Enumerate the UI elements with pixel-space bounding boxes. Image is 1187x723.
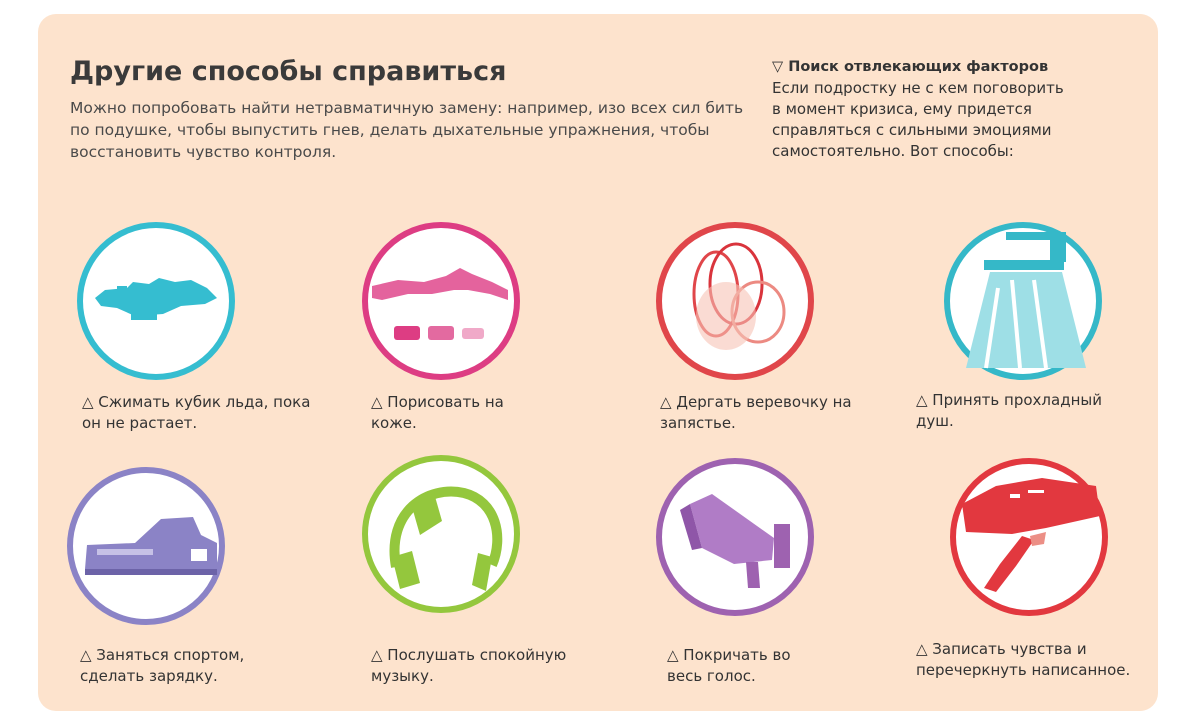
intro-text: Можно попробовать найти нетравматичную з… — [70, 99, 744, 161]
wrist-string-icon — [692, 242, 786, 350]
caption-megaphone: △ Покричать во весь голос. — [667, 646, 791, 685]
caption-headphones: △ Послушать спокойную музыку. — [371, 646, 567, 685]
caption-ice-cube: △ Сжимать кубик льда, пока он не растает… — [82, 393, 311, 432]
crossed-out-writing-icon — [962, 478, 1100, 592]
string-circle — [656, 222, 814, 380]
sidebar-note: ▽ Поиск отвлекающих факторов Если подрос… — [772, 57, 1092, 162]
sidebar-heading: ▽ Поиск отвлекающих факторов — [772, 59, 1049, 75]
ice-cube-icon — [95, 278, 217, 320]
caption-drawing: △ Порисовать на коже. — [371, 393, 504, 432]
drawing-on-skin-icon — [372, 268, 508, 340]
ice-cube-circle — [77, 222, 235, 380]
crossout-circle — [950, 458, 1108, 616]
caption-crossout: △ Записать чувства и перечеркнуть написа… — [916, 640, 1131, 679]
caption-sneaker: △ Заняться спортом, сделать зарядку. — [80, 646, 245, 685]
shower-icon — [966, 232, 1086, 369]
caption-shower: △ Принять прохладный душ. — [916, 391, 1102, 430]
caption-string: △ Дергать веревочку на запястье. — [660, 393, 852, 432]
sidebar-text: Если подростку не с кем поговорить в мом… — [772, 79, 1064, 160]
megaphone-circle — [656, 458, 814, 616]
sneaker-circle — [67, 467, 225, 625]
headphones-circle — [362, 455, 520, 613]
sneaker-icon — [85, 517, 217, 575]
shower-circle — [944, 222, 1102, 380]
page-title: Другие способы справиться — [70, 56, 507, 87]
drawing-circle — [362, 222, 520, 380]
headphones-icon — [389, 486, 503, 591]
megaphone-icon — [680, 494, 790, 588]
